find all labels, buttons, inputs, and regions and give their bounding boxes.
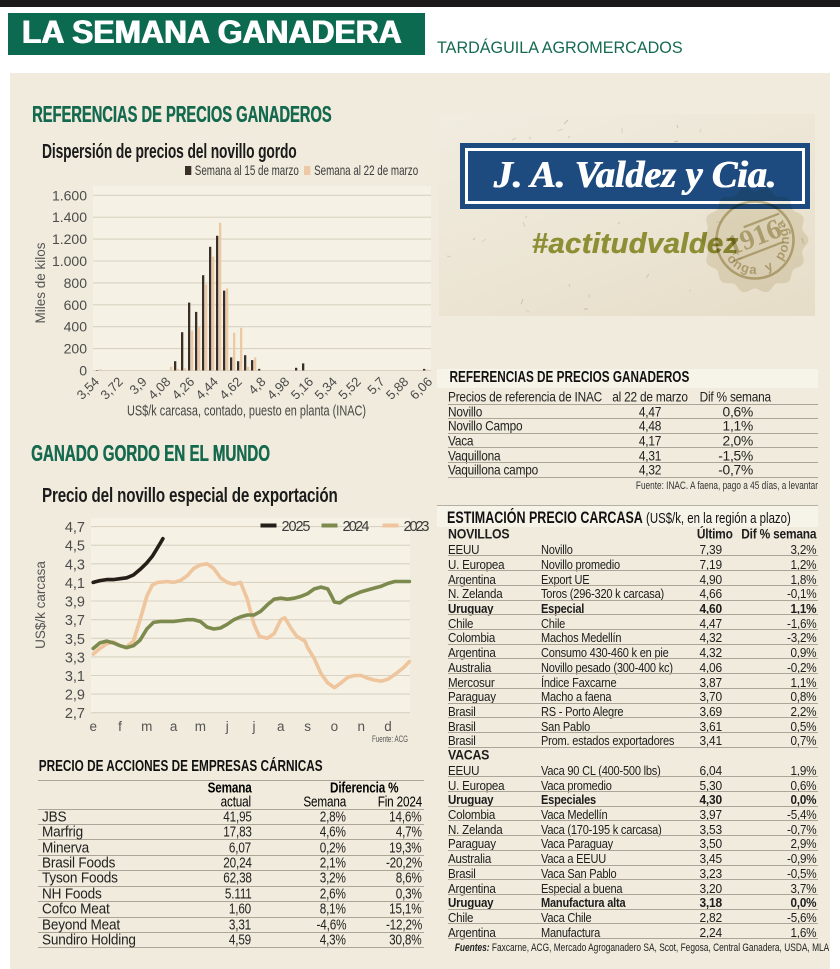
svg-text:4,7: 4,7 bbox=[65, 520, 85, 536]
svg-text:400: 400 bbox=[64, 319, 88, 335]
svg-text:e: e bbox=[89, 719, 97, 734]
svg-text:g: g bbox=[775, 227, 792, 239]
svg-text:4,62: 4,62 bbox=[216, 374, 245, 403]
svg-text:4,44: 4,44 bbox=[193, 374, 222, 403]
svg-text:j: j bbox=[225, 719, 229, 734]
svg-text:s: s bbox=[304, 719, 311, 734]
svg-text:0: 0 bbox=[79, 363, 87, 379]
svg-text:2,9: 2,9 bbox=[65, 688, 85, 704]
svg-text:3,72: 3,72 bbox=[97, 374, 126, 403]
svg-text:o: o bbox=[331, 719, 339, 734]
svg-text:2,7: 2,7 bbox=[65, 706, 85, 722]
svg-text:a: a bbox=[170, 719, 178, 734]
svg-text:1.400: 1.400 bbox=[52, 209, 87, 225]
svg-text:4,08: 4,08 bbox=[145, 374, 174, 403]
svg-text:4,3: 4,3 bbox=[65, 557, 85, 573]
svg-text:3,1: 3,1 bbox=[65, 669, 85, 685]
svg-text:3,54: 3,54 bbox=[74, 374, 103, 403]
svg-text:1.000: 1.000 bbox=[52, 253, 87, 269]
svg-text:2024: 2024 bbox=[343, 519, 370, 535]
svg-text:4,98: 4,98 bbox=[264, 374, 293, 403]
svg-text:3,3: 3,3 bbox=[65, 650, 85, 666]
svg-text:5,52: 5,52 bbox=[335, 374, 364, 403]
svg-text:o: o bbox=[775, 242, 792, 254]
svg-text:200: 200 bbox=[64, 341, 88, 357]
svg-text:US$/k carcasa, contado, puesto: US$/k carcasa, contado, puesto en planta… bbox=[127, 404, 366, 420]
svg-text:n: n bbox=[777, 236, 792, 244]
svg-text:1.600: 1.600 bbox=[52, 187, 87, 203]
svg-text:5,88: 5,88 bbox=[383, 374, 412, 403]
svg-text:4,26: 4,26 bbox=[169, 374, 198, 403]
svg-text:a: a bbox=[749, 262, 758, 277]
svg-text:3,9: 3,9 bbox=[65, 595, 85, 611]
svg-text:5,34: 5,34 bbox=[312, 374, 341, 403]
svg-text:4,5: 4,5 bbox=[65, 539, 85, 555]
svg-text:m: m bbox=[141, 719, 152, 734]
svg-text:m: m bbox=[195, 719, 206, 734]
svg-text:a: a bbox=[277, 719, 285, 734]
svg-text:2025: 2025 bbox=[282, 519, 311, 535]
svg-text:f: f bbox=[118, 719, 122, 734]
svg-text:600: 600 bbox=[64, 297, 88, 313]
svg-text:800: 800 bbox=[64, 275, 88, 291]
svg-text:n: n bbox=[357, 719, 365, 734]
svg-text:4,1: 4,1 bbox=[65, 576, 85, 592]
svg-text:2023: 2023 bbox=[404, 519, 430, 535]
svg-text:3,5: 3,5 bbox=[65, 632, 85, 648]
svg-text:d: d bbox=[384, 719, 392, 734]
svg-text:1.200: 1.200 bbox=[52, 231, 87, 247]
svg-text:US$/k carcasa: US$/k carcasa bbox=[33, 561, 48, 649]
svg-text:3,7: 3,7 bbox=[65, 613, 85, 629]
svg-text:6,06: 6,06 bbox=[407, 374, 436, 403]
svg-text:Miles de kilos: Miles de kilos bbox=[33, 242, 48, 323]
svg-text:j: j bbox=[252, 719, 256, 734]
svg-text:Fuente: ACG: Fuente: ACG bbox=[372, 734, 408, 745]
svg-text:5,16: 5,16 bbox=[288, 374, 317, 403]
